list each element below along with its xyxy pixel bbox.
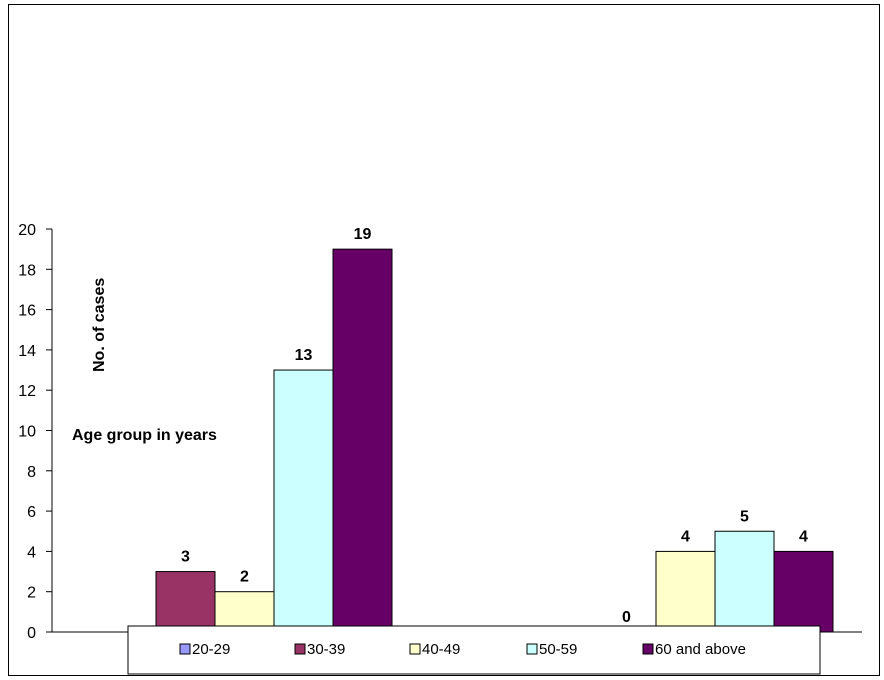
bar (332, 248, 393, 633)
data-labels: 3 0 2 4 13 5 19 4 (181, 226, 808, 626)
legend-swatch (642, 643, 654, 655)
x-axis-title: Age group in years (72, 427, 217, 444)
legend-swatch (526, 643, 538, 655)
data-label: 19 (354, 226, 372, 243)
data-label: 3 (181, 549, 190, 566)
legend-label: 60 and above (655, 641, 746, 658)
y-tick-label: 12 (18, 383, 36, 400)
data-label: 2 (240, 569, 249, 586)
bars (155, 248, 834, 633)
bar (655, 550, 716, 633)
legend: 20-29 30-39 40-49 50-59 60 and above (127, 625, 821, 675)
legend-label: 30-39 (307, 641, 345, 658)
legend-label: 20-29 (192, 641, 230, 658)
bar (773, 550, 834, 633)
y-tick-label: 2 (27, 585, 36, 602)
legend-label: 50-59 (539, 641, 577, 658)
y-tick-label: 8 (27, 464, 36, 481)
y-tick-label: 18 (18, 262, 36, 279)
y-axis-title: No. of cases (91, 278, 108, 372)
data-label: 4 (681, 528, 690, 545)
data-label: 4 (799, 528, 808, 545)
y-tick-label: 0 (27, 625, 36, 642)
bar (714, 530, 775, 633)
legend-swatch (409, 643, 421, 655)
legend-box (127, 625, 821, 675)
legend-swatch (179, 643, 191, 655)
bar (155, 571, 216, 633)
y-tick-label: 6 (27, 504, 36, 521)
data-label: 5 (740, 508, 749, 525)
legend-swatch (294, 643, 306, 655)
legend-label: 40-49 (422, 641, 460, 658)
bar (273, 369, 334, 633)
y-tick-label: 10 (18, 424, 36, 441)
y-tick-label: 16 (18, 303, 36, 320)
y-tick-label: 4 (27, 544, 36, 561)
y-tick-label: 20 (18, 222, 36, 239)
y-tick-label: 14 (18, 343, 36, 360)
data-label: 13 (295, 347, 313, 364)
data-label: 0 (622, 609, 631, 626)
chart-frame (8, 4, 880, 676)
